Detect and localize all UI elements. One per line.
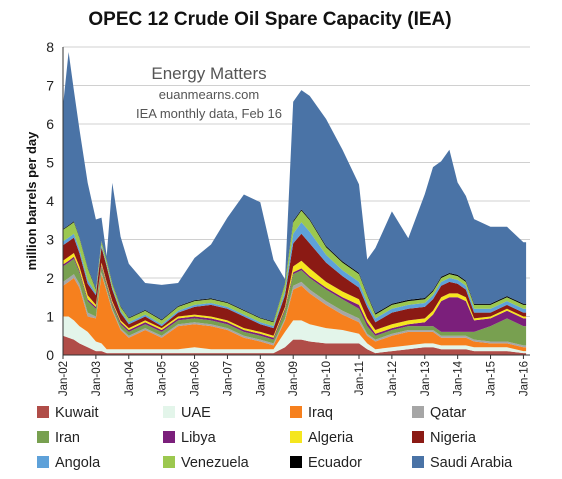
stacked-areas [63, 52, 527, 355]
y-tick-label: 8 [46, 39, 54, 55]
legend-label-iran: Iran [55, 430, 80, 446]
area-iran [63, 258, 527, 346]
y-tick-label: 3 [46, 232, 54, 248]
legend-label-libya: Libya [181, 430, 217, 446]
x-tick-label: Jan-07 [222, 361, 234, 396]
y-axis-label: million barrels per day [24, 131, 39, 270]
x-tick-labels: Jan-02 Jan-03 Jan-04 Jan-05 Jan-06 Jan-07 Jan-… [58, 355, 530, 396]
y-tick-label: 1 [46, 309, 54, 325]
legend-swatch-nigeria [412, 431, 424, 443]
x-tick-label: Jan-10 [321, 361, 333, 396]
x-tick-label: Jan-08 [255, 361, 267, 396]
legend-swatch-kuwait [37, 406, 49, 418]
y-tick-label: 5 [46, 155, 54, 171]
x-tick-label: Jan-06 [190, 361, 202, 396]
area-uae [63, 316, 527, 354]
annotation-block: Energy Matters euanmearns.com IEA monthl… [136, 64, 282, 121]
legend-swatch-algeria [290, 431, 302, 443]
legend-label-algeria: Algeria [308, 430, 354, 446]
y-tick-label: 6 [46, 116, 54, 132]
legend-label-venezuela: Venezuela [181, 455, 250, 471]
x-tick-label: Jan-09 [288, 361, 300, 396]
y-tick-label: 4 [46, 193, 54, 209]
legend-swatch-qatar [412, 406, 424, 418]
x-tick-label: Jan-14 [453, 360, 465, 396]
area-algeria [63, 253, 527, 338]
legend-swatch-libya [163, 431, 175, 443]
x-tick-label: Jan-11 [354, 361, 366, 395]
y-tick-label: 7 [46, 78, 54, 94]
y-tick-label: 0 [46, 347, 54, 363]
annotation-title: Energy Matters [151, 64, 266, 83]
legend-label-uae: UAE [181, 405, 211, 421]
y-tick-labels: 0 1 2 3 4 5 6 7 8 [46, 39, 54, 363]
area-qatar [63, 272, 527, 348]
x-tick-label: Jan-05 [157, 361, 169, 396]
x-tick-label: Jan-03 [91, 361, 103, 396]
area-nigeria [63, 233, 527, 336]
x-tick-label: Jan-04 [124, 360, 136, 396]
legend-swatch-uae [163, 406, 175, 418]
legend-swatch-iraq [290, 406, 302, 418]
x-tick-label: Jan-15 [486, 361, 498, 396]
y-tick-label: 2 [46, 270, 54, 286]
area-iraq [63, 274, 527, 352]
legend: Kuwait UAE Iraq Qatar Iran Libya Algeria Nigeri… [37, 405, 513, 471]
legend-label-saudi-arabia: Saudi Arabia [430, 455, 513, 471]
legend-label-kuwait: Kuwait [55, 405, 99, 421]
area-kuwait [63, 335, 527, 355]
x-tick-label: Jan-16 [518, 361, 530, 396]
legend-label-angola: Angola [55, 455, 101, 471]
x-tick-label: Jan-02 [58, 361, 70, 396]
legend-label-ecuador: Ecuador [308, 455, 362, 471]
legend-label-iraq: Iraq [308, 405, 333, 421]
legend-swatch-ecuador [290, 456, 302, 468]
axes [62, 47, 530, 356]
x-tick-label: Jan-13 [420, 361, 432, 396]
annotation-site: euanmearns.com [159, 87, 259, 102]
legend-label-nigeria: Nigeria [430, 430, 477, 446]
chart-title: OPEC 12 Crude Oil Spare Capacity (IEA) [88, 9, 451, 30]
area-libya [63, 256, 527, 340]
annotation-source: IEA monthly data, Feb 16 [136, 106, 282, 121]
legend-swatch-saudi-arabia [412, 456, 424, 468]
legend-label-qatar: Qatar [430, 405, 466, 421]
legend-swatch-iran [37, 431, 49, 443]
area-saudi-arabia [63, 52, 527, 322]
x-tick-label: Jan-12 [387, 361, 399, 396]
legend-swatch-angola [37, 456, 49, 468]
legend-swatch-venezuela [163, 456, 175, 468]
